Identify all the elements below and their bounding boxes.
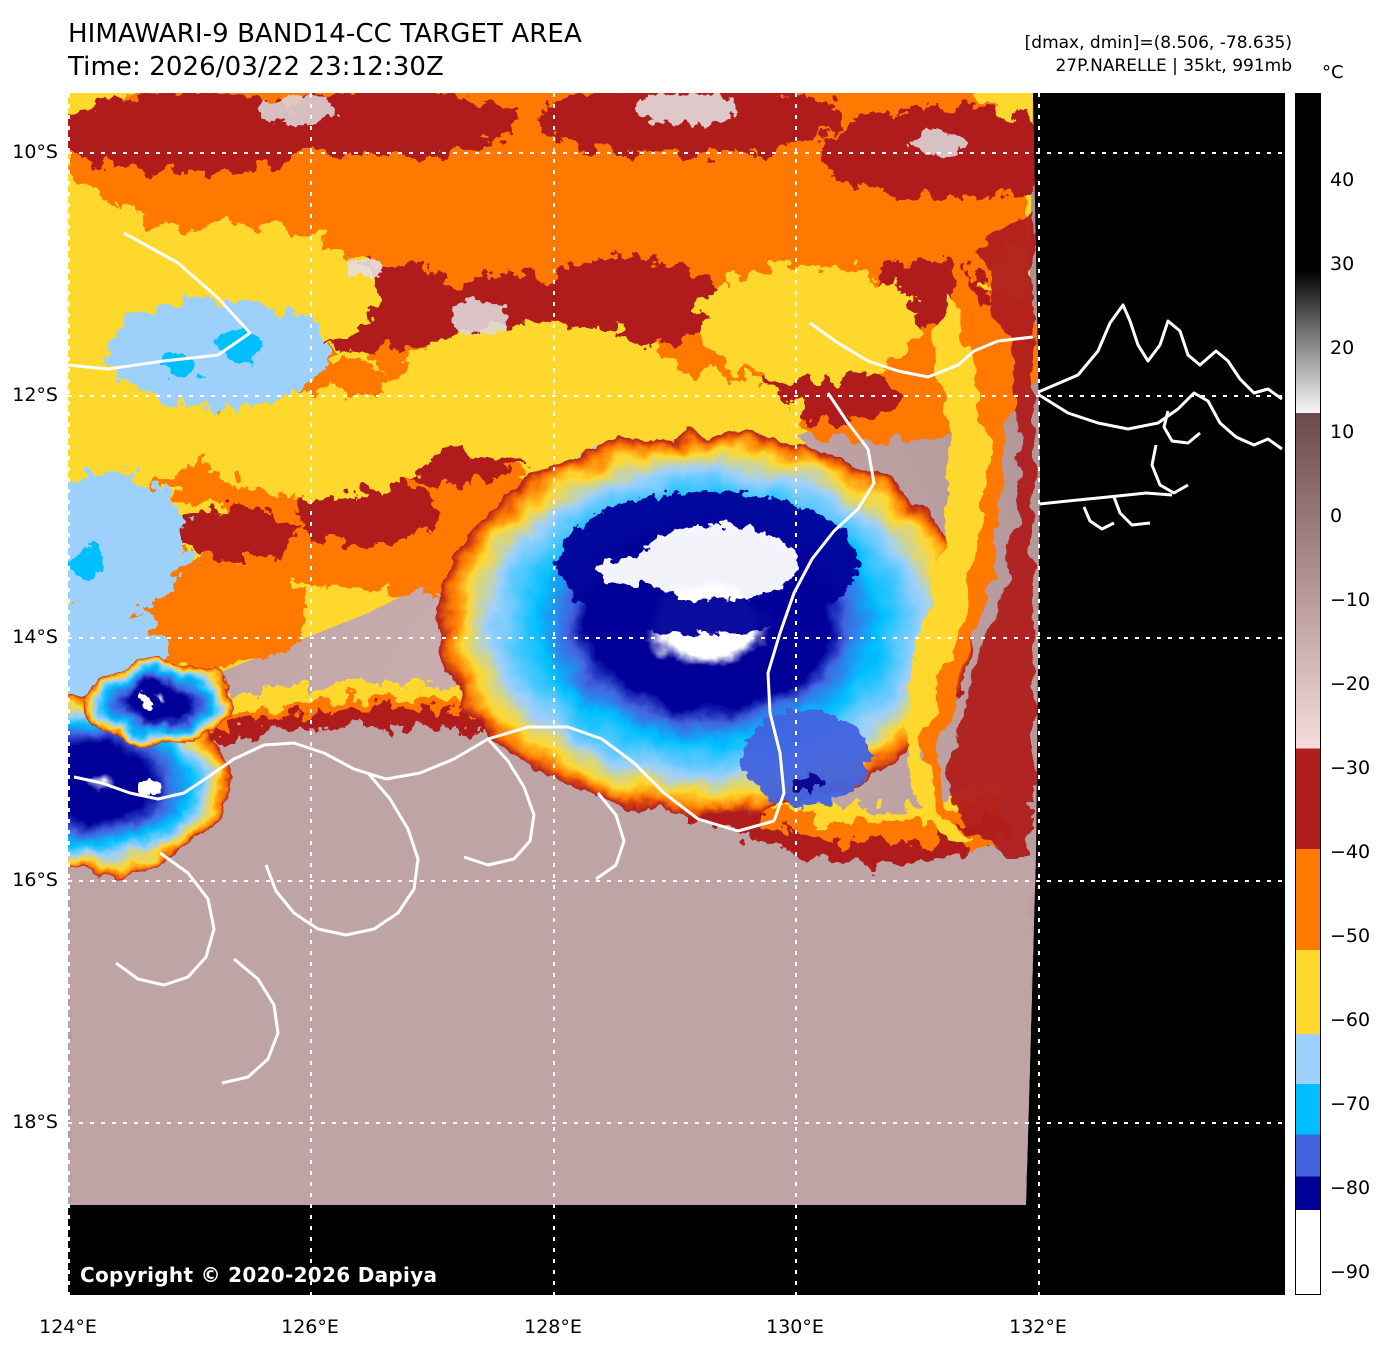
- satellite-raster: [68, 93, 1285, 1295]
- colorbar-tick: 30: [1330, 253, 1355, 275]
- copyright-notice: Copyright © 2020-2026 Dapiya: [80, 1263, 438, 1287]
- ytick-label: 16°S: [12, 869, 58, 891]
- page-title: HIMAWARI-9 BAND14-CC TARGET AREA Time: 2…: [68, 18, 582, 85]
- colorbar-tick: −80: [1330, 1177, 1371, 1199]
- colorbar-tick: 20: [1330, 337, 1355, 359]
- colorbar-tick: −20: [1330, 673, 1371, 695]
- coastline-overlay: [68, 231, 1034, 1085]
- dmax-dmin-readout: [dmax, dmin]=(8.506, -78.635): [1024, 33, 1292, 53]
- colorbar-tick: −70: [1330, 1093, 1371, 1115]
- xtick-label: 126°E: [281, 1316, 339, 1338]
- colorbar-tick: −50: [1330, 925, 1371, 947]
- satellite-image-plot[interactable]: Copyright © 2020-2026 Dapiya: [68, 93, 1285, 1295]
- colorbar-tick: −10: [1330, 589, 1371, 611]
- colorbar-unit-label: °C: [1322, 62, 1344, 83]
- ytick-label: 10°S: [12, 141, 58, 163]
- ytick-label: 18°S: [12, 1111, 58, 1133]
- ytick-label: 12°S: [12, 384, 58, 406]
- header-metadata: [dmax, dmin]=(8.506, -78.635) 27P.NARELL…: [1025, 32, 1292, 78]
- colorbar-tick: −60: [1330, 1009, 1371, 1031]
- colorbar-tick: −40: [1330, 841, 1371, 863]
- ytick-label: 14°S: [12, 626, 58, 648]
- primary-cold-cloud-cluster: [438, 433, 978, 813]
- colorbar-gradient: [1296, 94, 1320, 1294]
- colorbar[interactable]: [1295, 93, 1321, 1295]
- xtick-label: 124°E: [39, 1316, 97, 1338]
- storm-info-readout: 27P.NARELLE | 35kt, 991mb: [1055, 55, 1292, 76]
- colorbar-tick: 10: [1330, 421, 1355, 443]
- colorbar-tick: 40: [1330, 169, 1355, 191]
- colorbar-tick: 0: [1330, 505, 1343, 527]
- title-line-1: HIMAWARI-9 BAND14-CC TARGET AREA: [68, 19, 582, 49]
- xtick-label: 128°E: [524, 1316, 582, 1338]
- xtick-label: 130°E: [766, 1316, 824, 1338]
- colorbar-tick: −30: [1330, 757, 1371, 779]
- xtick-label: 132°E: [1009, 1316, 1067, 1338]
- coastline-nodata: [1029, 303, 1283, 531]
- title-line-2: Time: 2026/03/22 23:12:30Z: [68, 52, 444, 83]
- colorbar-tick: −90: [1330, 1261, 1371, 1283]
